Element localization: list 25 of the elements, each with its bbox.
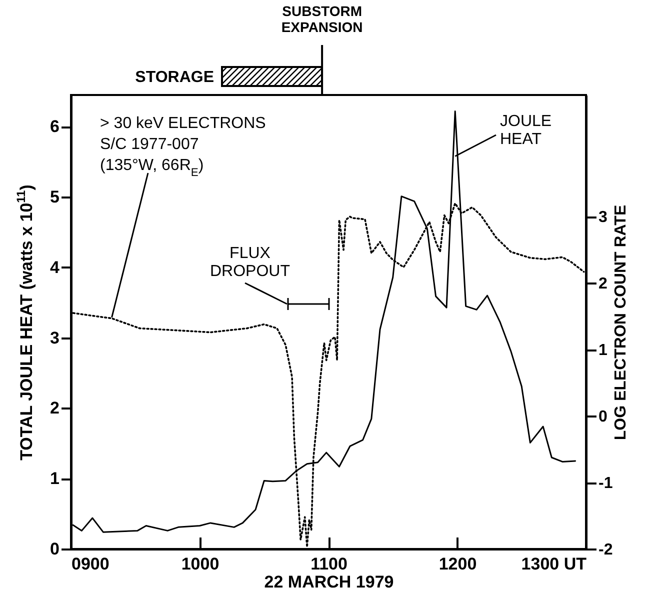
y2-tick-label: 1 (598, 342, 608, 360)
y-tick-label: 1 (50, 469, 60, 488)
x-axis-title: 22 MARCH 1979 (264, 572, 394, 592)
y-tick-label: 4 (50, 258, 60, 277)
y2-tick-label: 2 (598, 276, 608, 293)
y-tick-label: 0 (50, 540, 60, 558)
y2-axis-title: LOG ELECTRON COUNT RATE (612, 204, 630, 440)
ref-line-label: SUBSTORM EXPANSION (281, 3, 363, 35)
y-tick-label: 3 (50, 328, 60, 348)
annotation: JOULE HEAT (500, 113, 552, 148)
y-tick-label: 2 (50, 398, 60, 418)
x-tick-label: 0900 (72, 554, 110, 574)
annotation: > 30 keV ELECTRONS S/C 1977-007 (135°W, 66R$_{E}$) (100, 115, 266, 179)
y2-tick-label: 3 (598, 209, 608, 226)
y-tick-label: 6 (50, 117, 60, 136)
y2-tick-label: -1 (598, 475, 613, 492)
y2-tick-label: -2 (598, 542, 613, 558)
y-tick-label: 5 (50, 188, 60, 207)
x-tick-label: 1000 (181, 554, 220, 574)
x-tick-label: 1100 (310, 554, 348, 574)
annotation: FLUX DROPOUT (210, 245, 290, 280)
y2-tick-label: 0 (598, 408, 608, 426)
x-tick-label: 1300 UT (521, 554, 588, 574)
text: STORAGE (135, 69, 214, 86)
x-tick-label: 1200 (438, 554, 477, 574)
